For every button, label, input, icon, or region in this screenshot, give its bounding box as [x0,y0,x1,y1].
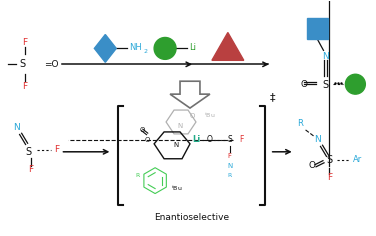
Text: S: S [20,59,26,69]
Text: O: O [207,135,213,144]
Text: Ar: Ar [353,155,362,164]
Text: F: F [22,82,27,91]
Text: N: N [177,123,183,129]
Text: R: R [135,173,139,178]
Text: N: N [322,52,329,61]
Text: $^t$Bu: $^t$Bu [171,184,183,193]
Text: S: S [326,155,332,165]
Text: F: F [228,153,232,159]
Polygon shape [170,81,210,108]
Text: F: F [54,145,59,154]
Text: O: O [308,161,315,170]
Circle shape [154,38,176,59]
Circle shape [346,74,365,94]
Text: NH: NH [129,43,142,52]
Text: ‡: ‡ [270,92,275,102]
Text: N: N [13,123,20,132]
Text: Enantioselective: Enantioselective [155,213,229,222]
Text: O: O [139,127,145,133]
Text: S: S [323,80,329,90]
Polygon shape [212,33,244,60]
Text: R: R [228,173,232,178]
FancyBboxPatch shape [306,18,329,39]
Text: F: F [28,165,33,174]
Text: N: N [227,163,232,169]
Text: N: N [314,135,321,144]
Text: S: S [227,135,232,144]
Text: F: F [240,135,244,144]
Text: $^t$Bu: $^t$Bu [204,112,215,120]
Text: O: O [189,113,195,119]
Polygon shape [94,34,116,62]
Text: O: O [300,80,308,89]
Text: O: O [144,137,150,143]
Text: Li: Li [192,135,200,144]
Text: Li: Li [189,43,196,52]
Text: F: F [327,173,332,182]
Text: 2: 2 [143,49,147,54]
Text: N: N [173,142,179,148]
Text: F: F [22,38,27,47]
Text: =O: =O [44,60,59,69]
Text: R: R [297,119,303,128]
Text: S: S [26,147,32,157]
